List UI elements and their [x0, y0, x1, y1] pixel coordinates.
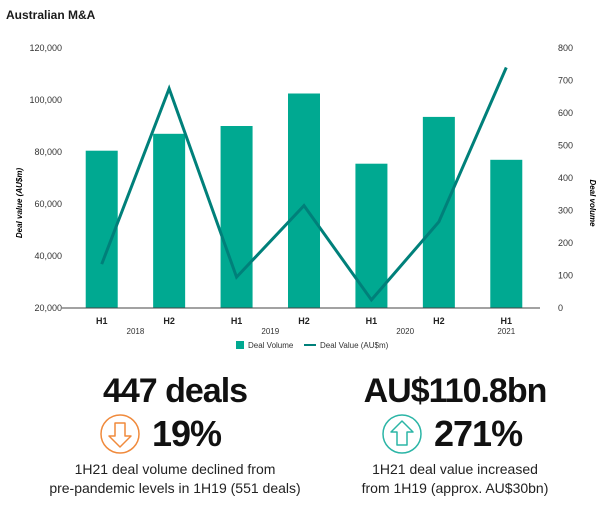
value-description-line2: from 1H19 (approx. AU$30bn) — [361, 480, 549, 496]
legend-label-value: Deal Value (AU$m) — [320, 341, 389, 350]
right-tick-label: 500 — [558, 141, 573, 151]
x-tick-label: H2 — [298, 316, 310, 326]
legend: Deal Volume Deal Value (AU$m) — [236, 341, 389, 350]
value-change-percent: 271% — [434, 413, 523, 454]
value-description-line1: 1H21 deal value increased — [372, 461, 538, 477]
arrow-up-icon — [382, 414, 422, 454]
volume-change-percent: 19% — [152, 413, 222, 454]
left-axis-label: Deal value (AU$m) — [15, 168, 24, 239]
deals-headline: 447 deals — [102, 372, 248, 410]
year-label: 2019 — [261, 327, 279, 336]
value-change: 271% — [380, 412, 523, 456]
year-label: 2020 — [396, 327, 414, 336]
left-tick-label: 60,000 — [34, 199, 62, 209]
volume-description: 1H21 deal volume declined from pre-pande… — [25, 460, 325, 498]
left-tick-label: 80,000 — [34, 147, 62, 157]
left-tick-label: 20,000 — [34, 303, 62, 313]
volume-change: 19% — [98, 412, 222, 456]
right-tick-label: 100 — [558, 271, 573, 281]
bar — [85, 150, 118, 308]
chart-title: Australian M&A — [6, 8, 96, 22]
right-tick-label: 200 — [558, 238, 573, 248]
x-tick-label: H2 — [433, 316, 445, 326]
legend-label-volume: Deal Volume — [248, 341, 294, 350]
right-tick-label: 600 — [558, 108, 573, 118]
right-tick-label: 700 — [558, 76, 573, 86]
x-tick-label: H1 — [366, 316, 378, 326]
legend-swatch-bar — [236, 341, 244, 349]
bar — [422, 116, 455, 309]
right-tick-label: 800 — [558, 43, 573, 53]
bar — [490, 159, 523, 308]
value-description: 1H21 deal value increased from 1H19 (app… — [310, 460, 600, 498]
x-tick-label: H1 — [501, 316, 513, 326]
bar — [153, 133, 186, 308]
left-axis: 20,000 40,000 60,000 80,000 100,000 120,000 — [29, 43, 62, 313]
x-tick-label: H1 — [96, 316, 108, 326]
volume-description-line1: 1H21 deal volume declined from — [74, 461, 276, 477]
x-axis: H1 H2 H1 H2 H1 H2 H1 2018 2019 2020 2021 — [96, 316, 516, 336]
right-axis-label: Deal volume — [588, 179, 597, 227]
x-tick-label: H1 — [231, 316, 243, 326]
volume-description-line2: pre-pandemic levels in 1H19 (551 deals) — [49, 480, 301, 496]
line-series — [100, 66, 508, 303]
bar — [220, 126, 253, 308]
arrow-down-icon — [100, 414, 140, 454]
year-label: 2018 — [127, 327, 145, 336]
bars — [85, 93, 523, 309]
right-tick-label: 400 — [558, 173, 573, 183]
year-label: 2021 — [497, 327, 515, 336]
chart: 20,000 40,000 60,000 80,000 100,000 120,000 0… — [15, 43, 597, 350]
left-tick-label: 40,000 — [34, 251, 62, 261]
right-tick-label: 0 — [558, 303, 563, 313]
bar — [288, 93, 320, 308]
value-headline: AU$110.8bn — [363, 372, 548, 410]
left-tick-label: 100,000 — [29, 95, 62, 105]
right-tick-label: 300 — [558, 206, 573, 216]
left-tick-label: 120,000 — [29, 43, 62, 53]
x-tick-label: H2 — [163, 316, 175, 326]
right-axis: 0 100 200 300 400 500 600 700 800 — [558, 43, 573, 313]
